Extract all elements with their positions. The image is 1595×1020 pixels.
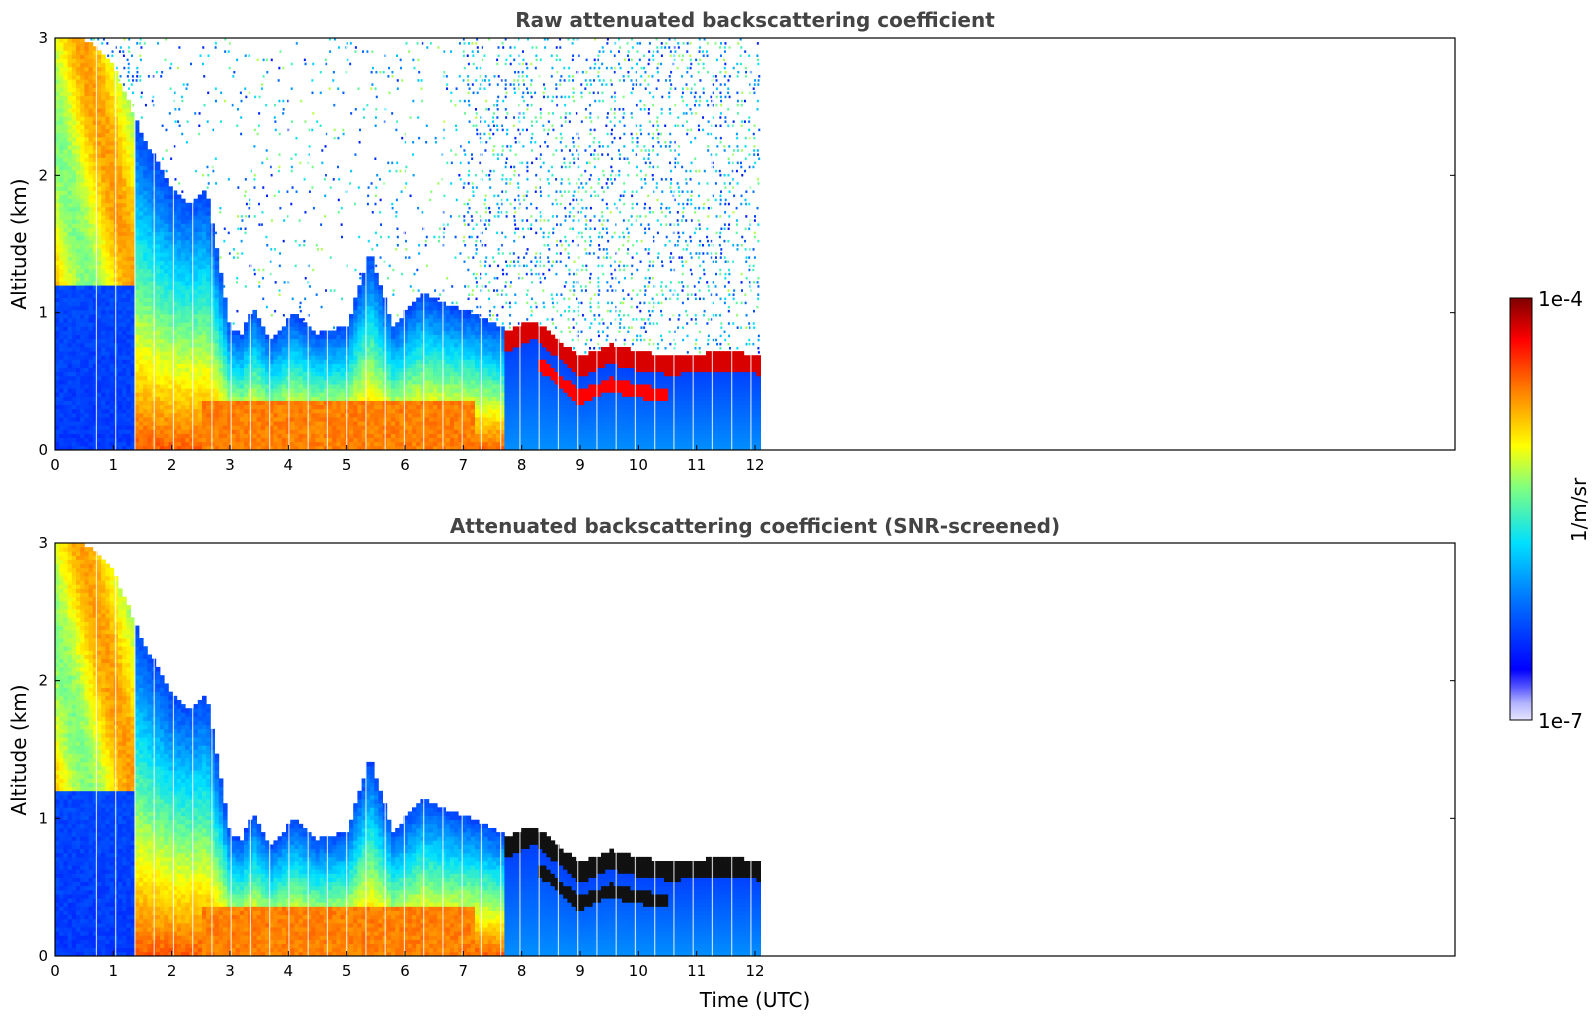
panel2-y-ticks: 0 1 2 3 — [38, 534, 1455, 965]
panel1-title: Raw attenuated backscattering coefficien… — [515, 8, 995, 32]
raw-backscatter-heatmap — [55, 38, 761, 450]
colorbar-min-label: 1e-7 — [1538, 709, 1583, 733]
panel2-xlabel: Time (UTC) — [699, 988, 811, 1012]
x-tick-label: 12 — [745, 962, 764, 980]
y-tick-label: 3 — [38, 29, 48, 47]
panel2-x-ticks: 0 1 2 3 4 5 6 7 8 9 10 11 12 — [50, 951, 765, 980]
x-tick-label: 1 — [109, 456, 119, 474]
x-tick-label: 5 — [342, 456, 352, 474]
y-tick-label: 2 — [38, 166, 48, 184]
y-tick-label: 0 — [38, 441, 48, 459]
x-tick-label: 5 — [342, 962, 352, 980]
y-tick-label: 3 — [38, 534, 48, 552]
x-tick-label: 0 — [50, 962, 60, 980]
panel2-ylabel: Altitude (km) — [7, 684, 31, 815]
x-tick-label: 2 — [167, 456, 177, 474]
panel1-y-ticks: 0 1 2 3 — [38, 29, 1455, 459]
x-tick-label: 12 — [745, 456, 764, 474]
x-tick-label: 4 — [284, 456, 294, 474]
y-tick-label: 1 — [38, 809, 48, 827]
x-tick-label: 7 — [459, 456, 469, 474]
panel1-x-ticks: 0 1 2 3 4 5 6 7 8 9 10 11 12 — [50, 445, 765, 474]
x-tick-label: 2 — [167, 962, 177, 980]
x-tick-label: 3 — [225, 962, 235, 980]
colorbar-max-label: 1e-4 — [1538, 287, 1583, 311]
x-tick-label: 8 — [517, 962, 527, 980]
x-tick-label: 6 — [400, 962, 410, 980]
x-tick-label: 11 — [687, 456, 706, 474]
x-tick-label: 9 — [575, 962, 585, 980]
x-tick-label: 4 — [284, 962, 294, 980]
y-tick-label: 1 — [38, 304, 48, 322]
x-tick-label: 0 — [50, 456, 60, 474]
x-tick-label: 3 — [225, 456, 235, 474]
colorbar-gradient — [1509, 297, 1533, 721]
x-tick-label: 6 — [400, 456, 410, 474]
x-tick-label: 9 — [575, 456, 585, 474]
x-tick-label: 11 — [687, 962, 706, 980]
colorbar-label: 1/m/sr — [1567, 477, 1591, 542]
x-tick-label: 10 — [629, 456, 648, 474]
y-tick-label: 0 — [38, 947, 48, 965]
panel2-title: Attenuated backscattering coefficient (S… — [450, 514, 1060, 538]
snr-screened-heatmap — [55, 543, 761, 956]
colorbar: 1e-4 1e-7 1/m/sr — [1509, 287, 1591, 733]
x-tick-label: 10 — [629, 962, 648, 980]
snr-screened-panel: Attenuated backscattering coefficient (S… — [7, 514, 1456, 1012]
panel1-ylabel: Altitude (km) — [7, 178, 31, 309]
x-tick-label: 7 — [459, 962, 469, 980]
x-tick-label: 1 — [109, 962, 119, 980]
y-tick-label: 2 — [38, 672, 48, 690]
x-tick-label: 8 — [517, 456, 527, 474]
raw-backscatter-panel: Raw attenuated backscattering coefficien… — [7, 8, 1456, 474]
